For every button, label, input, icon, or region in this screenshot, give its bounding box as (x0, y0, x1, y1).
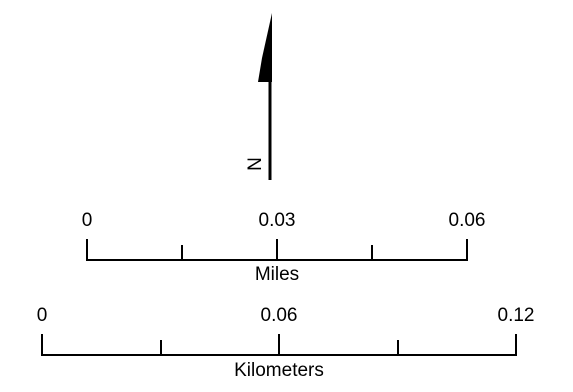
scale-tick-label: 0.12 (498, 305, 535, 326)
scale-tick-label: 0.06 (449, 210, 486, 231)
scale-tick-label: 0 (37, 305, 48, 326)
north-label: N (245, 157, 266, 171)
north-arrow-head (258, 13, 272, 82)
scale-tick-label: 0 (82, 210, 93, 231)
north-arrow-icon (258, 13, 272, 180)
scale-unit-label: Kilometers (234, 360, 324, 381)
scale-unit-label: Miles (255, 264, 299, 285)
scale-bar-miles: 0 0.03 0.06 Miles (82, 210, 486, 285)
scale-tick-label: 0.03 (259, 210, 296, 231)
scale-bar-kilometers: 0 0.06 0.12 Kilometers (37, 305, 535, 381)
scale-tick-label: 0.06 (261, 305, 298, 326)
